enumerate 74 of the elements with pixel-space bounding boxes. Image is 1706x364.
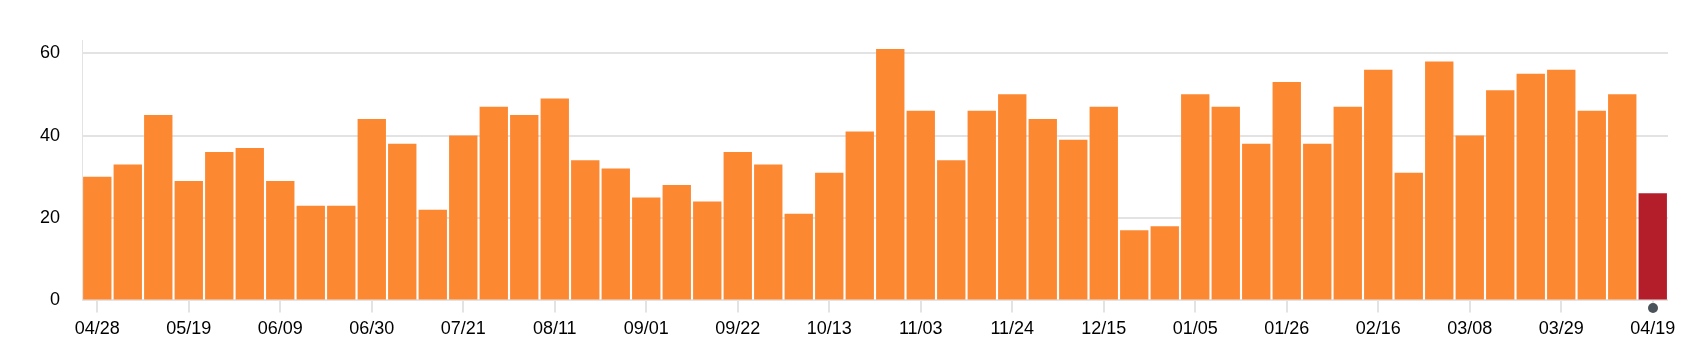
y-tick-label: 20 (39, 206, 61, 227)
bar (205, 152, 234, 300)
bar (1059, 139, 1088, 300)
x-tick-label: 06/09 (257, 318, 303, 339)
bar (1333, 106, 1362, 300)
bar (1211, 106, 1240, 300)
y-tick-label: 60 (39, 42, 61, 63)
bar (357, 119, 386, 300)
x-tick-label: 06/30 (349, 318, 395, 339)
x-tick-label: 05/19 (166, 318, 212, 339)
bar (1638, 193, 1667, 300)
bar (1394, 172, 1423, 300)
bar (144, 114, 173, 300)
x-tick-label: 07/21 (440, 318, 486, 339)
bar (1303, 143, 1332, 300)
bar (1547, 69, 1576, 300)
y-tick-label: 40 (39, 124, 61, 145)
bar (998, 94, 1027, 300)
bar (723, 152, 752, 300)
bar (693, 201, 722, 300)
bar (1425, 61, 1454, 300)
bar (1242, 143, 1271, 300)
x-tick-label: 04/28 (74, 318, 120, 339)
x-tick-label: 11/24 (990, 318, 1035, 339)
bar (296, 205, 325, 300)
bar (1028, 119, 1057, 300)
bar (1272, 82, 1301, 300)
bar (113, 164, 142, 300)
bar (1150, 226, 1179, 300)
x-tick-label: 09/22 (715, 318, 761, 339)
bar (632, 197, 661, 300)
x-tick-label: 04/19 (1630, 318, 1676, 339)
bar (601, 168, 630, 300)
bar (510, 114, 539, 300)
bar (449, 135, 478, 300)
x-tick-label: 02/16 (1355, 318, 1401, 339)
x-tick-label: 01/05 (1172, 318, 1218, 339)
bar (845, 131, 874, 300)
bar (1089, 106, 1118, 300)
x-tick-label: 11/03 (898, 318, 943, 339)
bar (754, 164, 783, 300)
x-tick-label: 03/29 (1538, 318, 1584, 339)
bar (418, 209, 447, 300)
x-tick-label: 01/26 (1264, 318, 1310, 339)
bar (571, 160, 600, 300)
bar (1577, 110, 1606, 300)
x-tick-label: 03/08 (1447, 318, 1493, 339)
bar (235, 147, 264, 300)
bar (83, 176, 112, 300)
x-tick-label: 09/01 (623, 318, 669, 339)
bar (1608, 94, 1637, 300)
x-tick-label: 10/13 (806, 318, 852, 339)
bar (540, 98, 569, 300)
bar (815, 172, 844, 300)
y-tick-label: 0 (50, 289, 61, 310)
x-tick-label: 12/15 (1081, 318, 1127, 339)
x-tick-label: 08/11 (532, 318, 577, 339)
bar (662, 185, 691, 300)
bar (174, 180, 203, 300)
bar (906, 110, 935, 300)
bar (784, 213, 813, 300)
bar (1181, 94, 1210, 300)
bar (266, 180, 295, 300)
bar (1364, 69, 1393, 300)
bar (479, 106, 508, 300)
bar (1455, 135, 1484, 300)
bar (388, 143, 417, 300)
bar (1486, 90, 1515, 300)
bar (876, 49, 905, 300)
bar (327, 205, 356, 300)
bar (967, 110, 996, 300)
bar (1120, 230, 1149, 300)
bar (1516, 73, 1545, 300)
bar (937, 160, 966, 300)
